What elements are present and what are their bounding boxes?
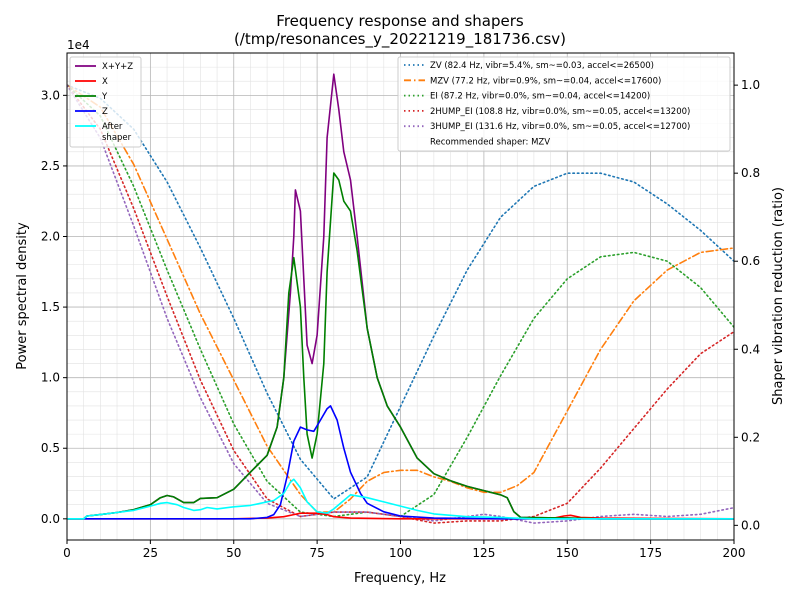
chart-title: Frequency response and shapers xyxy=(276,12,524,30)
y-tick-label: 3.0 xyxy=(41,88,60,102)
x-tick-label: 200 xyxy=(723,546,746,560)
psd-line xyxy=(67,405,734,520)
y-tick-label: 2.0 xyxy=(41,230,60,244)
legend-entry: Y xyxy=(101,92,108,102)
y2-tick-label: 0.8 xyxy=(741,166,760,180)
x-tick-label: 150 xyxy=(556,546,579,560)
x-tick-label: 125 xyxy=(472,546,495,560)
y-tick-label: 0.0 xyxy=(41,512,60,526)
legend-entry: 2HUMP_EI (108.8 Hz, vibr=0.0%, sm~=0.05,… xyxy=(430,107,690,117)
y-tick-label: 1.5 xyxy=(41,300,60,314)
legend-entry: After shaper xyxy=(102,122,132,143)
axes: 0 25 50 75 100 125 150 175 200 0.0 0.5 1.0 1.5 2.0 2.5… xyxy=(41,78,760,560)
legend-shapers: ZV (82.4 Hz, vibr=5.4%, sm~=0.03, accel<… xyxy=(397,56,731,152)
chart-subtitle: (/tmp/resonances_y_20221219_181736.csv) xyxy=(234,30,566,49)
legend-entry: X+Y+Z xyxy=(102,62,133,72)
legend-entry: 3HUMP_EI (131.6 Hz, vibr=0.0%, sm~=0.05,… xyxy=(430,122,690,132)
legend-entry: Z xyxy=(102,107,108,117)
y2-tick-label: 1.0 xyxy=(741,78,760,92)
plot-area xyxy=(67,73,734,524)
y-axis-multiplier: 1e4 xyxy=(67,38,90,52)
x-axis-label: Frequency, Hz xyxy=(354,571,446,586)
y-axis-label: Power spectral density xyxy=(15,222,30,370)
y-tick-label: 1.0 xyxy=(41,371,60,385)
legend-shapers-box xyxy=(397,56,731,152)
y2-tick-label: 0.2 xyxy=(741,430,760,444)
legend-entry: MZV (77.2 Hz, vibr=0.9%, sm~=0.04, accel… xyxy=(430,76,661,86)
x-tick-label: 75 xyxy=(309,546,324,560)
shaper-line xyxy=(67,84,734,500)
legend-entry: EI (87.2 Hz, vibr=0.0%, sm~=0.04, accel<… xyxy=(430,92,650,102)
x-tick-label: 50 xyxy=(226,546,241,560)
y-tick-label: 0.5 xyxy=(41,441,60,455)
legend-psd-box xyxy=(69,56,142,148)
legend-entry: ZV (82.4 Hz, vibr=5.4%, sm~=0.03, accel<… xyxy=(430,61,654,71)
legend-entry: X xyxy=(102,77,108,87)
psd-line xyxy=(67,172,734,520)
legend-psd: X+Y+Z XYZ After shaper xyxy=(69,56,142,148)
x-tick-label: 0 xyxy=(63,546,71,560)
y-tick-label: 2.5 xyxy=(41,159,60,173)
shaper-line xyxy=(67,84,734,524)
psd-line xyxy=(67,512,734,520)
x-tick-label: 25 xyxy=(143,546,158,560)
shaper-line xyxy=(67,84,734,513)
x-tick-label: 100 xyxy=(389,546,412,560)
y2-tick-label: 0.0 xyxy=(741,518,760,532)
y2-axis-label: Shaper vibration reduction (ratio) xyxy=(771,187,786,405)
psd-line xyxy=(67,478,734,520)
y2-tick-label: 0.6 xyxy=(741,254,760,268)
y2-tick-label: 0.4 xyxy=(741,342,760,356)
x-tick-label: 175 xyxy=(639,546,662,560)
recommended-shaper-label: Recommended shaper: MZV xyxy=(430,138,550,148)
